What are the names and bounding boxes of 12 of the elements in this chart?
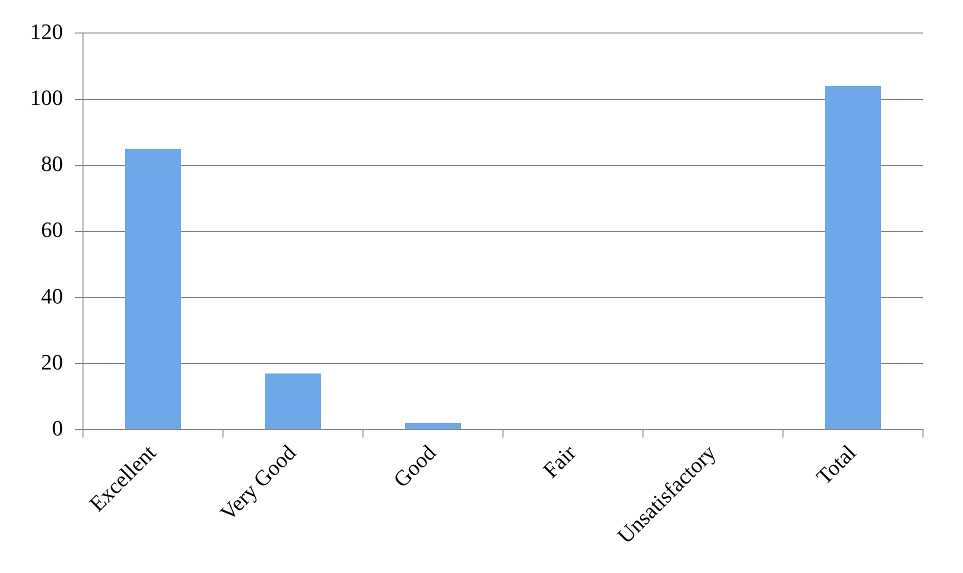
bar	[265, 373, 321, 430]
y-tick-label: 100	[30, 85, 63, 110]
y-tick-label: 0	[52, 415, 63, 440]
x-tick-label: Fair	[538, 439, 582, 483]
bar	[125, 148, 181, 430]
y-tick-label: 20	[41, 349, 63, 374]
bar	[825, 86, 881, 430]
y-tick-label: 80	[41, 151, 63, 176]
y-tick-label: 120	[30, 18, 63, 44]
y-tick-label: 40	[41, 283, 63, 308]
y-tick-label: 60	[41, 217, 63, 242]
bar	[405, 423, 461, 430]
